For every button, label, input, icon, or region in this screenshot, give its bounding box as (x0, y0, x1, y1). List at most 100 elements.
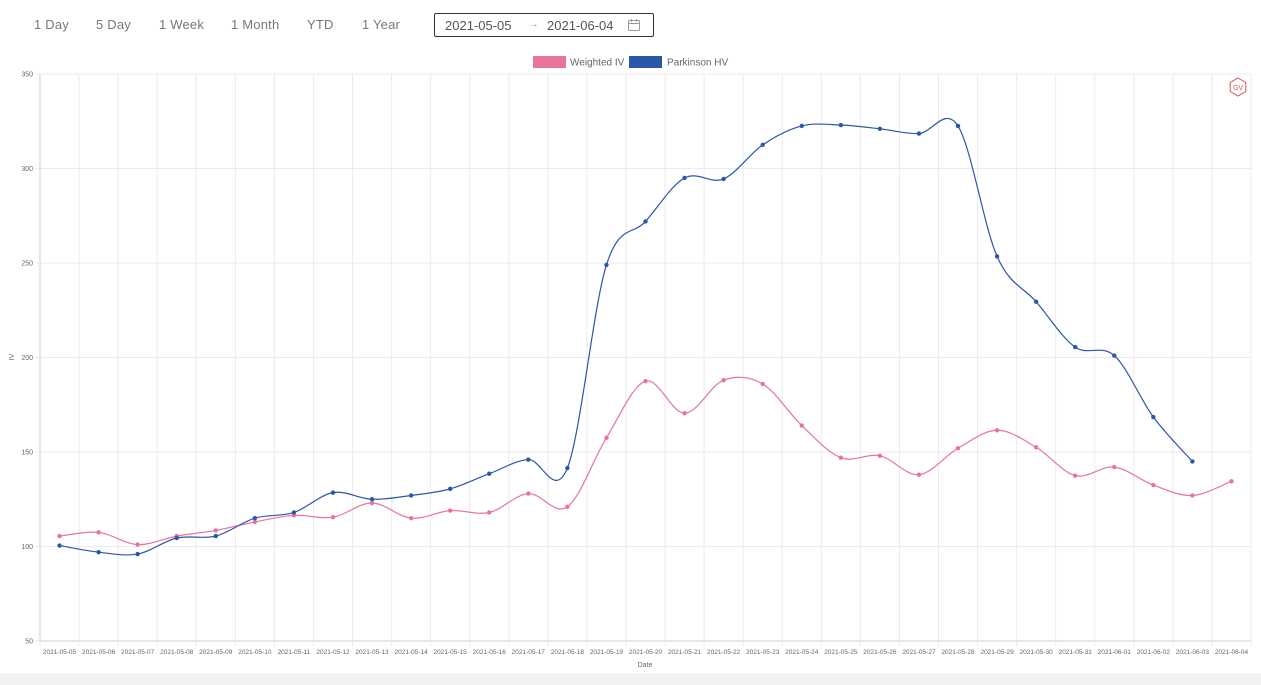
x-tick-label: 2021-05-10 (238, 649, 272, 656)
data-point[interactable] (369, 497, 375, 502)
data-point[interactable] (760, 142, 765, 148)
data-point[interactable] (57, 533, 62, 539)
data-point[interactable] (721, 377, 726, 383)
y-tick-label: 50 (25, 639, 33, 646)
x-tick-label: 2021-05-25 (824, 649, 858, 656)
data-point[interactable] (174, 535, 179, 541)
x-axis-label: Date (638, 662, 653, 669)
range-1-week-button[interactable]: 1 Week (159, 17, 205, 32)
data-point[interactable] (838, 122, 844, 128)
data-point[interactable] (447, 486, 453, 492)
data-point[interactable] (565, 465, 570, 471)
data-point[interactable] (565, 504, 570, 510)
data-point[interactable] (135, 551, 140, 557)
range-separator-icon: → (528, 18, 539, 30)
data-point[interactable] (955, 123, 961, 129)
data-point[interactable] (1112, 464, 1117, 470)
data-point[interactable] (916, 131, 922, 136)
data-point[interactable] (213, 528, 218, 533)
data-point[interactable] (487, 510, 492, 515)
legend-swatch-weighted-iv[interactable] (533, 56, 566, 68)
range-1-day-button[interactable]: 1 Day (34, 17, 69, 32)
x-tick-label: 2021-05-13 (355, 649, 389, 656)
data-point[interactable] (955, 446, 961, 451)
data-point[interactable] (994, 254, 1000, 259)
data-point[interactable] (682, 411, 687, 416)
x-tick-label: 2021-05-30 (1020, 649, 1054, 656)
range-1-month-button[interactable]: 1 Month (231, 17, 280, 32)
x-tick-label: 2021-05-21 (668, 649, 702, 656)
legend-label-parkinson-hv[interactable]: Parkinson HV (667, 58, 728, 69)
range-ytd-button[interactable]: YTD (307, 17, 334, 32)
data-point[interactable] (799, 423, 804, 428)
data-point[interactable] (1229, 479, 1234, 484)
data-point[interactable] (643, 219, 648, 224)
data-point[interactable] (1073, 344, 1078, 350)
x-tick-label: 2021-05-15 (434, 649, 468, 656)
y-tick-label: 300 (21, 166, 33, 173)
data-point[interactable] (1033, 445, 1039, 450)
data-point[interactable] (1151, 414, 1156, 420)
data-point[interactable] (799, 123, 804, 129)
data-point[interactable] (1190, 459, 1195, 464)
x-tick-label: 2021-05-07 (121, 649, 155, 656)
x-tick-label: 2021-05-24 (785, 649, 819, 656)
x-tick-label: 2021-06-02 (1137, 649, 1171, 656)
data-point[interactable] (330, 515, 336, 520)
chart-legend: Weighted IV Parkinson HV (533, 56, 728, 69)
data-point[interactable] (1073, 473, 1078, 478)
data-point[interactable] (916, 472, 922, 477)
data-point[interactable] (1151, 482, 1156, 488)
legend-label-weighted-iv[interactable]: Weighted IV (570, 58, 625, 69)
data-point[interactable] (877, 126, 883, 132)
data-point[interactable] (526, 491, 531, 496)
data-point[interactable] (408, 515, 414, 521)
data-point[interactable] (643, 378, 648, 384)
data-point[interactable] (330, 490, 336, 495)
range-5-day-button[interactable]: 5 Day (96, 17, 131, 32)
data-point[interactable] (487, 471, 492, 476)
date-to-field[interactable]: 2021-06-04 (547, 18, 614, 33)
data-point[interactable] (252, 519, 258, 525)
x-tick-label: 2021-05-17 (512, 649, 546, 656)
data-point[interactable] (447, 508, 453, 513)
data-point[interactable] (760, 381, 765, 387)
data-point[interactable] (721, 176, 726, 182)
date-range-picker[interactable]: 2021-05-05 → 2021-06-04 (434, 13, 654, 37)
x-tick-label: 2021-05-08 (160, 649, 194, 656)
legend-swatch-parkinson-hv[interactable] (629, 56, 662, 68)
data-point[interactable] (682, 175, 687, 181)
data-point[interactable] (1112, 353, 1117, 358)
x-tick-label: 2021-05-12 (316, 649, 350, 656)
data-point[interactable] (57, 543, 62, 548)
data-point[interactable] (1190, 493, 1195, 498)
data-point[interactable] (838, 455, 844, 460)
x-tick-label: 2021-05-14 (394, 649, 428, 656)
y-tick-label: 250 (21, 261, 33, 268)
data-point[interactable] (994, 428, 1000, 433)
data-point[interactable] (252, 515, 258, 521)
data-point[interactable] (877, 453, 883, 458)
date-from-field[interactable]: 2021-05-05 (445, 18, 512, 33)
data-point[interactable] (135, 542, 140, 547)
data-point[interactable] (526, 457, 531, 462)
data-point[interactable] (213, 533, 218, 539)
data-point[interactable] (604, 435, 609, 441)
page-footer-bar (0, 673, 1261, 685)
data-point[interactable] (369, 500, 375, 506)
data-point[interactable] (96, 530, 101, 535)
data-point[interactable] (291, 510, 297, 515)
x-tick-label: 2021-05-29 (980, 649, 1014, 656)
chart-grid (35, 73, 1252, 646)
range-1-year-button[interactable]: 1 Year (362, 17, 401, 32)
calendar-icon[interactable] (627, 18, 641, 32)
x-tick-label: 2021-05-19 (590, 649, 624, 656)
data-point[interactable] (408, 493, 414, 498)
x-tick-label: 2021-05-18 (551, 649, 585, 656)
data-point[interactable] (96, 549, 101, 555)
data-point[interactable] (604, 262, 609, 268)
x-tick-label: 2021-05-11 (278, 649, 311, 656)
x-tick-label: 2021-05-26 (863, 649, 897, 656)
data-point[interactable] (1033, 299, 1039, 304)
